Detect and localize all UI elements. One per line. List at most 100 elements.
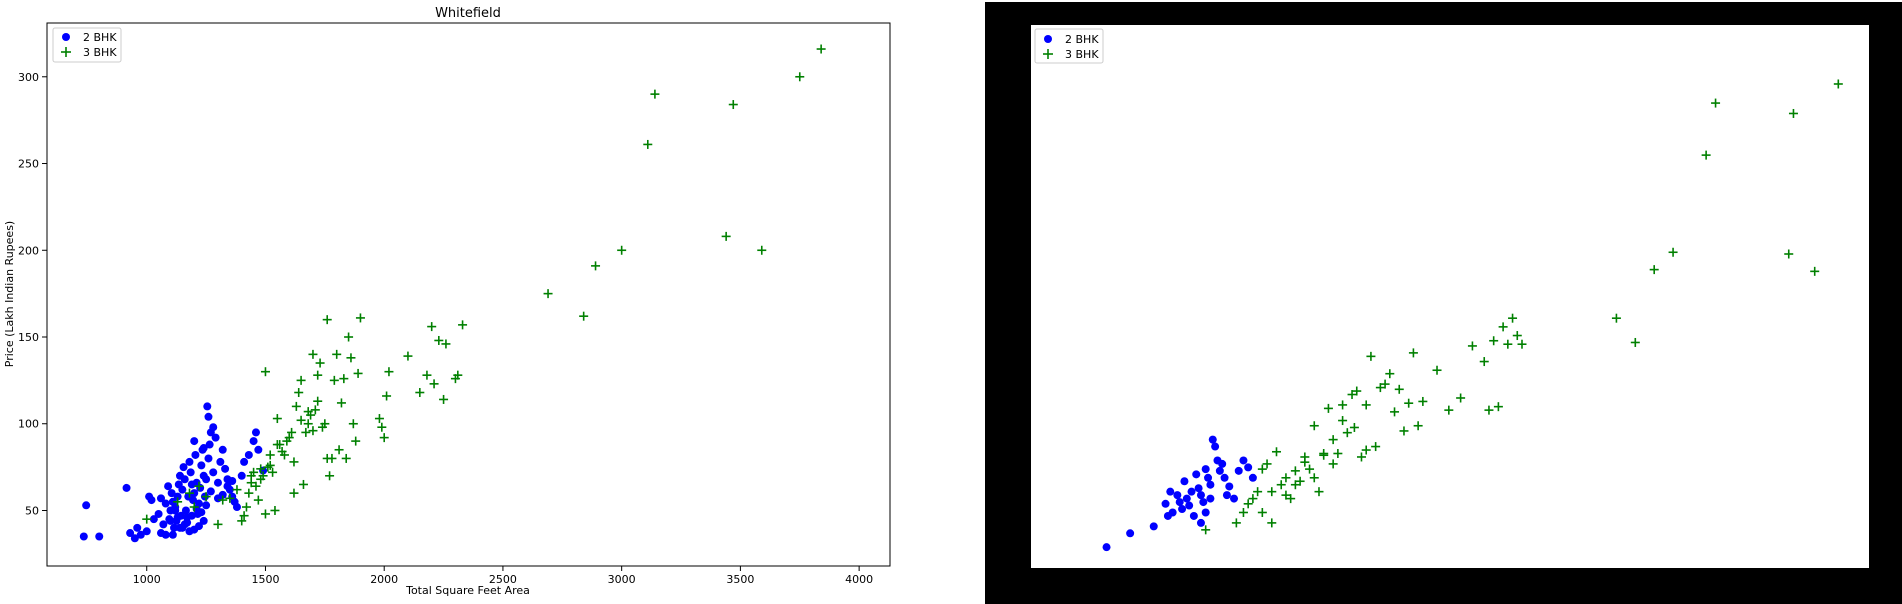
data-point-3bhk [1371,442,1381,452]
data-point-2bhk [147,496,156,505]
data-point-3bhk [1380,379,1390,389]
data-point-2bhk [204,454,213,463]
data-point-2bhk [161,499,170,508]
data-point-2bhk [197,461,206,470]
data-point-3bhk [291,401,301,411]
y-tick-label: 150 [18,331,39,344]
x-tick-label: 3000 [608,573,636,586]
data-point-2bhk [1218,459,1227,468]
data-point-3bhk [308,349,318,359]
data-point-2bhk [149,515,158,524]
data-point-3bhk [322,453,332,463]
data-point-2bhk [126,529,135,538]
data-point-3bhk [1484,405,1494,415]
data-point-3bhk [315,358,325,368]
data-point-2bhk [168,530,177,539]
legend-marker-3bhk [61,47,71,57]
data-point-3bhk [1385,369,1395,379]
data-point-3bhk [320,419,330,429]
data-point-2bhk [175,523,184,532]
data-point-3bhk [213,519,223,529]
data-point-3bhk [272,414,282,424]
legend-marker-2bhk [62,33,70,41]
data-point-2bhk [1194,484,1203,493]
data-point-3bhk [1418,396,1428,406]
data-point-2bhk [221,464,230,473]
data-point-2bhk [1185,501,1194,510]
y-tick-label: 300 [18,71,39,84]
data-point-3bhk [650,89,660,99]
data-point-3bhk [1267,487,1277,497]
data-point-3bhk [325,471,335,481]
data-point-2bhk [154,509,163,518]
data-point-3bhk [1323,403,1333,413]
data-point-3bhk [336,398,346,408]
data-point-3bhk [1349,422,1359,432]
data-point-2bhk [187,511,196,520]
data-point-3bhk [1257,507,1267,517]
data-point-2bhk [178,485,187,494]
data-point-2bhk [82,501,91,510]
data-point-2bhk [202,501,211,510]
data-point-3bhk [1512,331,1522,341]
data-point-2bhk [197,508,206,517]
legend-label-3bhk: 3 BHK [1065,48,1099,61]
data-point-3bhk [310,405,320,415]
data-point-2bhk [1199,498,1208,507]
data-point-2bhk [1149,522,1158,531]
data-point-2bhk [196,483,205,492]
data-point-3bhk [1231,518,1241,528]
data-point-2bhk [194,522,203,531]
data-point-3bhk [270,505,280,515]
data-point-3bhk [232,485,242,495]
x-tick-label: 4000 [845,573,873,586]
x-axis-label: Total Square Feet Area [405,584,530,597]
data-point-3bhk [256,464,266,474]
data-point-2bhk [218,490,227,499]
data-point-3bhk [289,488,299,498]
data-point-2bhk [171,506,180,515]
data-point-3bhk [313,370,323,380]
data-point-2bhk [1220,473,1229,482]
x-tick-label: 3500 [726,573,754,586]
legend-box [52,27,122,63]
x-tick-label: 1500 [251,573,279,586]
data-point-3bhk [260,367,270,377]
y-tick-label: 200 [18,244,39,257]
data-point-2bhk [185,457,194,466]
data-point-3bhk [296,415,306,425]
data-point-2bhk [1161,499,1170,508]
y-tick-label: 50 [25,504,39,517]
x-tick-label: 2000 [370,573,398,586]
data-point-3bhk [351,436,361,446]
data-point-2bhk [156,494,165,503]
data-point-3bhk [1394,384,1404,394]
data-point-3bhk [1788,108,1798,118]
data-point-3bhk [591,261,601,271]
data-point-2bhk [1196,518,1205,527]
data-point-3bhk [1276,480,1286,490]
data-point-3bhk [1253,487,1263,497]
data-point-3bhk [251,481,261,491]
data-point-2bhk [190,437,199,446]
data-point-2bhk [205,440,214,449]
x-axis-ticks: 1000 1500 2000 2500 3000 3500 4000 [133,566,873,586]
data-point-3bhk [301,427,311,437]
data-point-3bhk [1611,313,1621,323]
data-point-2bhk [79,532,88,541]
data-point-3bhk [218,495,228,505]
data-point-3bhk [1630,337,1640,347]
data-point-3bhk [427,322,437,332]
data-point-2bhk [1178,505,1187,514]
data-point-3bhk [1503,339,1513,349]
data-point-2bhk [95,532,104,541]
data-point-2bhk [1201,465,1210,474]
data-point-2bhk [1208,435,1217,444]
data-point-3bhk [1342,428,1352,438]
data-point-3bhk [1489,336,1499,346]
data-point-2bhk [249,437,258,446]
data-point-3bhk [329,375,339,385]
data-point-3bhk [194,481,204,491]
data-point-3bhk [272,440,282,450]
data-point-3bhk [429,379,439,389]
